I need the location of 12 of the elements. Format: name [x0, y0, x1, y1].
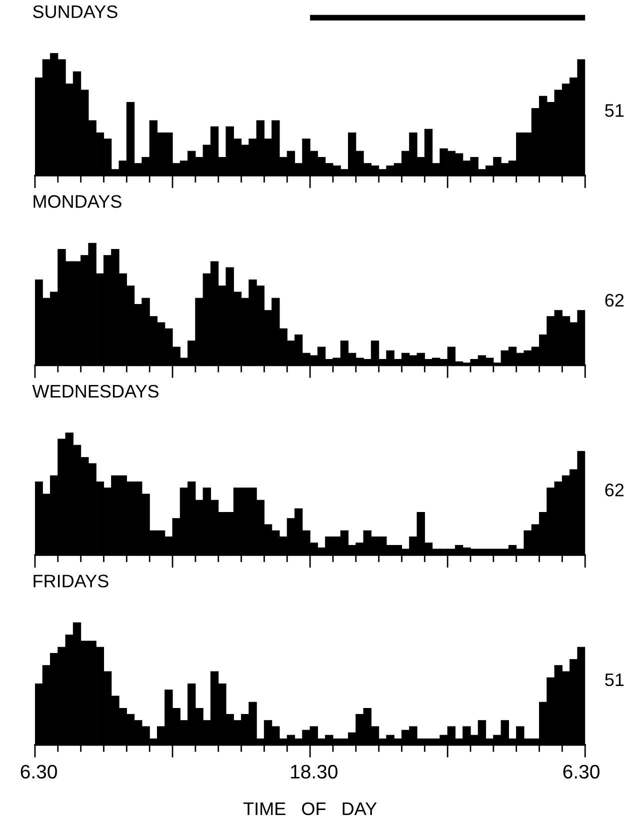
text: 51	[605, 104, 624, 117]
chart-title: MONDAYS	[34, 195, 122, 208]
chart-title: FRIDAYS	[34, 574, 108, 588]
x-tick-label: 6.30	[563, 764, 600, 779]
text: 62	[605, 484, 624, 496]
chart-title: SUNDAYS	[33, 5, 118, 18]
x-tick-label: 6.30	[20, 764, 57, 779]
chart-title: WEDNESDAYS	[32, 384, 158, 398]
x-tick-label: 18.30	[291, 764, 338, 779]
text: 62	[605, 294, 624, 307]
text: 51	[605, 674, 624, 686]
x-axis-title: TIME OF DAY	[243, 802, 377, 816]
